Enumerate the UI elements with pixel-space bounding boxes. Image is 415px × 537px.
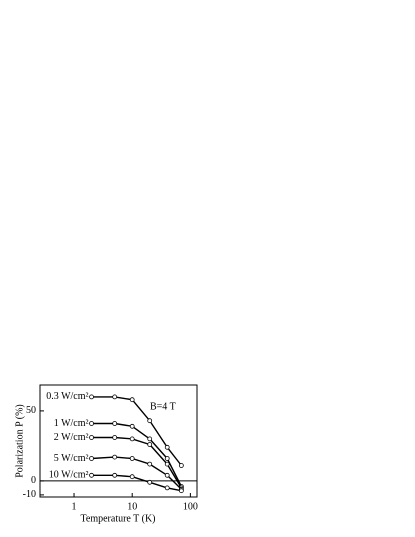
data-point [112, 472, 118, 478]
y-tick-label: 0 [31, 475, 36, 486]
data-point [129, 423, 135, 429]
x-tick-label: 1 [72, 501, 77, 512]
y-axis-label: Polarization P (%) [14, 404, 25, 478]
data-point [112, 421, 118, 426]
x-tick-label: 100 [183, 501, 198, 512]
y-tick-label: -10 [23, 489, 36, 500]
data-point [89, 472, 94, 478]
data-point [147, 436, 153, 442]
data-point [89, 421, 94, 426]
data-point [147, 479, 153, 485]
annotation: B=4 T [150, 401, 176, 412]
series-label: 1 W/cm² [54, 418, 89, 429]
data-point [129, 456, 135, 461]
series-line [91, 456, 182, 490]
data-point [164, 485, 170, 491]
series-label: 10 W/cm² [49, 470, 89, 481]
x-tick-label: 10 [127, 501, 137, 512]
data-point [147, 418, 153, 424]
series-label: 2 W/cm² [54, 432, 89, 443]
series-line [91, 422, 183, 487]
data-point [129, 436, 135, 442]
data-point [164, 444, 170, 450]
plot-frame [39, 384, 198, 498]
data-point [129, 474, 135, 480]
data-point [112, 454, 118, 460]
y-tick-label: 50 [26, 405, 36, 416]
data-point [147, 461, 153, 467]
series-label: 0.3 W/cm² [46, 391, 88, 402]
series-line [91, 436, 183, 489]
series-label: 5 W/cm² [54, 453, 89, 464]
data-point [89, 394, 94, 400]
data-point [164, 461, 170, 467]
data-point [112, 435, 118, 440]
series-line [91, 396, 182, 466]
data-point [112, 394, 118, 400]
data-point [164, 456, 170, 461]
data-point [129, 397, 135, 403]
data-point [147, 442, 153, 447]
data-point [178, 463, 184, 468]
data-point [164, 472, 170, 478]
x-axis-label: Temperature T (K) [80, 513, 155, 524]
data-point [178, 488, 184, 494]
data-point [89, 456, 94, 461]
data-point [89, 435, 94, 440]
